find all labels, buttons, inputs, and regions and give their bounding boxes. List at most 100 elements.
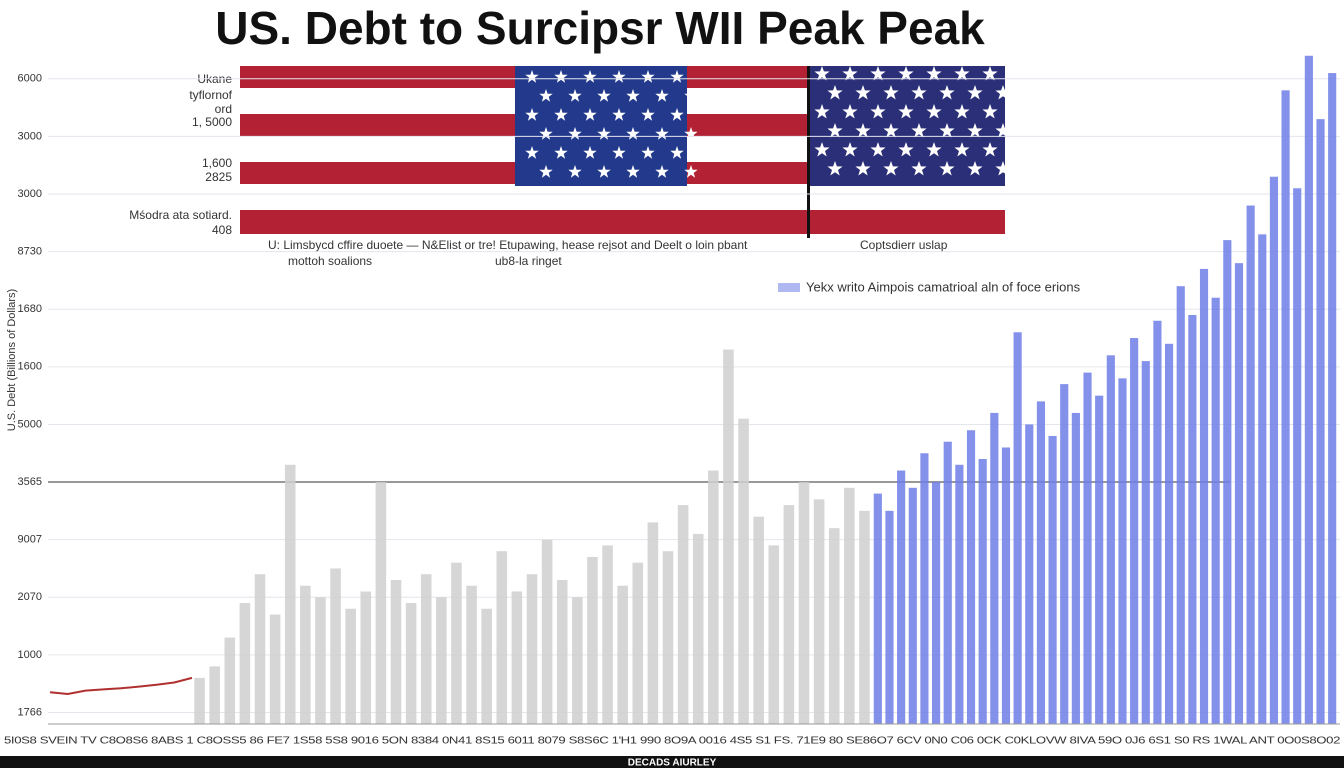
flag-star bbox=[641, 70, 655, 83]
bar bbox=[1036, 401, 1046, 724]
flag-star bbox=[911, 161, 927, 176]
flag-star bbox=[995, 161, 1011, 176]
bar bbox=[466, 585, 477, 724]
bar bbox=[1176, 286, 1185, 724]
flag-star bbox=[554, 108, 568, 121]
legend-swatch bbox=[778, 283, 800, 292]
y-tick-label: 3000 bbox=[18, 130, 42, 142]
flag-star bbox=[670, 70, 684, 83]
flag-star bbox=[684, 127, 698, 140]
flag-star bbox=[612, 146, 626, 159]
bar bbox=[345, 608, 356, 724]
flag-star bbox=[583, 146, 597, 159]
flag-star bbox=[954, 142, 970, 157]
bar bbox=[783, 505, 795, 724]
bar bbox=[1141, 361, 1150, 724]
y-tick-label: 1600 bbox=[18, 361, 42, 373]
flag-star bbox=[568, 165, 582, 178]
flag-star bbox=[814, 66, 830, 81]
bar bbox=[798, 482, 810, 724]
flag-text: 1, 5000 bbox=[192, 115, 232, 129]
bar bbox=[897, 470, 906, 724]
flag-star bbox=[967, 161, 983, 176]
flag-star bbox=[926, 142, 942, 157]
flag-star bbox=[626, 127, 640, 140]
bar bbox=[617, 585, 628, 724]
flag-star bbox=[525, 146, 539, 159]
bar bbox=[753, 516, 764, 724]
flag-star bbox=[911, 123, 927, 138]
flag-star bbox=[827, 85, 843, 100]
flag-star bbox=[568, 127, 582, 140]
flag-star bbox=[612, 108, 626, 121]
y-tick-label: 2070 bbox=[18, 591, 42, 603]
flag-star bbox=[827, 161, 843, 176]
flag-star bbox=[870, 104, 886, 119]
bar bbox=[330, 568, 341, 724]
flag-star bbox=[842, 66, 858, 81]
y-tick-label: 3000 bbox=[18, 188, 42, 200]
bar bbox=[978, 459, 987, 724]
bar bbox=[943, 441, 952, 724]
flag-star bbox=[670, 146, 684, 159]
flag-star bbox=[827, 123, 843, 138]
x-axis-label: DECADS AIURLEY bbox=[628, 758, 717, 768]
flag-star bbox=[641, 108, 655, 121]
bar bbox=[1130, 338, 1139, 724]
bar bbox=[844, 487, 855, 724]
bar bbox=[405, 603, 417, 724]
flag-star bbox=[954, 66, 970, 81]
bar bbox=[738, 418, 749, 724]
flag-star bbox=[554, 70, 568, 83]
flag-star bbox=[855, 161, 871, 176]
flag-star bbox=[525, 108, 539, 121]
footer-bar bbox=[0, 756, 1344, 768]
bar bbox=[1071, 412, 1080, 724]
bar bbox=[587, 556, 598, 724]
flag-star bbox=[539, 165, 553, 178]
flag-star bbox=[684, 89, 698, 102]
bar bbox=[1013, 332, 1022, 724]
flag-star bbox=[525, 70, 539, 83]
caption: U: Limsbycd cffire duoete — N&Elist or t… bbox=[268, 238, 748, 252]
flag-star bbox=[539, 127, 553, 140]
caption: Coptsdierr uslap bbox=[860, 238, 948, 252]
bar bbox=[1211, 297, 1220, 724]
flag-star bbox=[911, 85, 927, 100]
bar bbox=[1118, 378, 1127, 724]
flag-star bbox=[870, 66, 886, 81]
chart-title: US. Debt to Surcipsr WII Peak Peak bbox=[215, 2, 985, 54]
bar bbox=[1199, 268, 1209, 724]
bar bbox=[602, 545, 613, 724]
flag-star bbox=[583, 70, 597, 83]
y-tick-label: 1766 bbox=[18, 706, 42, 718]
bar bbox=[481, 608, 492, 724]
bar bbox=[375, 482, 387, 724]
flag-star bbox=[898, 66, 914, 81]
bar bbox=[254, 574, 266, 724]
bar bbox=[677, 505, 689, 724]
bar bbox=[360, 591, 372, 724]
bar bbox=[436, 597, 447, 724]
x-axis-text: 5I0S8 SVEIN TV C8O8S6 8ABS 1 C8OSS5 86 F… bbox=[4, 736, 1341, 747]
flag-star bbox=[814, 142, 830, 157]
y-tick-label: 8730 bbox=[18, 246, 42, 258]
flag-star bbox=[655, 165, 669, 178]
flag-star bbox=[967, 85, 983, 100]
y-tick-label: 5000 bbox=[18, 418, 42, 430]
bar bbox=[632, 562, 644, 724]
bar bbox=[1083, 372, 1092, 724]
flag-star bbox=[883, 85, 899, 100]
flag-star bbox=[554, 146, 568, 159]
flag-star bbox=[926, 104, 942, 119]
flag-star bbox=[883, 123, 899, 138]
bar bbox=[1060, 384, 1069, 724]
bar bbox=[990, 412, 999, 724]
bar bbox=[920, 453, 929, 724]
bar bbox=[859, 510, 870, 724]
flag-star bbox=[655, 89, 669, 102]
flag-star bbox=[883, 161, 899, 176]
bar bbox=[768, 545, 780, 724]
flag-star bbox=[842, 142, 858, 157]
bar bbox=[541, 539, 553, 724]
